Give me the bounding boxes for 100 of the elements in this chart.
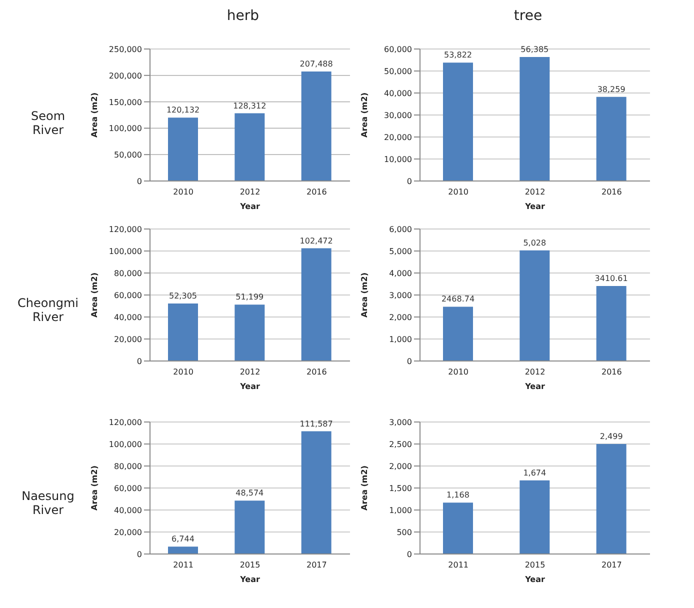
- y-tick-label: 100,000: [108, 247, 142, 256]
- y-tick-label: 40,000: [114, 313, 142, 322]
- y-tick-label: 20,000: [114, 335, 142, 344]
- y-tick-label: 2,500: [389, 440, 412, 449]
- bar: [234, 304, 265, 361]
- x-tick-label: 2011: [173, 560, 194, 570]
- x-tick-label: 2012: [240, 188, 260, 197]
- y-tick-label: 500: [396, 528, 412, 537]
- data-label: 53,822: [444, 50, 472, 60]
- data-label: 1,168: [446, 490, 470, 500]
- x-tick-label: 2016: [601, 368, 622, 377]
- data-label: 1,674: [523, 468, 546, 478]
- bar: [520, 480, 550, 554]
- y-tick-label: 60,000: [384, 45, 412, 54]
- y-tick-label: 200,000: [108, 71, 142, 80]
- x-tick-label: 2012: [240, 368, 260, 377]
- y-tick-label: 40,000: [114, 506, 142, 515]
- data-label: 3410.61: [594, 274, 628, 283]
- x-tick-label: 2017: [306, 560, 327, 570]
- text: Naesung River: [20, 488, 76, 516]
- x-tick-label: 2017: [601, 560, 622, 570]
- chart-title: herb: [226, 8, 260, 26]
- x-axis-title: Year: [239, 382, 260, 391]
- x-tick-label: 2010: [448, 368, 469, 377]
- y-tick-label: 120,000: [108, 418, 142, 427]
- y-tick-label: 50,000: [384, 67, 412, 76]
- data-label: 102,472: [300, 236, 333, 246]
- y-tick-label: 80,000: [114, 269, 142, 278]
- y-tick-label: 0: [406, 177, 412, 186]
- y-tick-label: 120,000: [108, 225, 142, 234]
- bar: [301, 248, 332, 361]
- data-label: 6,744: [172, 534, 194, 544]
- text: Seom River: [30, 109, 66, 137]
- y-tick-label: 10,000: [384, 155, 412, 164]
- x-tick-label: 2015: [524, 560, 546, 570]
- y-tick-label: 3,000: [389, 291, 412, 300]
- x-tick-label: 2015: [240, 560, 260, 570]
- data-label: 5,028: [523, 238, 546, 248]
- y-axis-title: Area (m2): [90, 272, 99, 318]
- bar: [443, 306, 473, 361]
- y-tick-label: 1,000: [389, 506, 412, 515]
- data-label: 38,259: [597, 84, 626, 94]
- y-tick-label: 0: [136, 550, 142, 559]
- data-label: 52,305: [169, 291, 197, 300]
- y-tick-label: 50,000: [114, 150, 142, 160]
- y-tick-label: 60,000: [114, 291, 142, 300]
- text: Cheongmi River: [17, 296, 79, 324]
- y-tick-label: 30,000: [384, 111, 412, 120]
- y-tick-label: 6,000: [389, 225, 412, 234]
- x-axis-title: Year: [239, 575, 260, 584]
- y-tick-label: 40,000: [384, 89, 412, 98]
- y-axis-title: Area (m2): [90, 92, 99, 138]
- bar: [520, 56, 550, 181]
- y-tick-label: 20,000: [384, 133, 412, 142]
- x-axis-title: Year: [524, 382, 545, 391]
- x-tick-label: 2012: [524, 368, 546, 377]
- bar: [168, 303, 198, 361]
- x-axis-title: Year: [524, 575, 545, 584]
- x-tick-label: 2012: [524, 188, 546, 197]
- bar: [234, 113, 265, 181]
- y-tick-label: 1,500: [389, 484, 412, 493]
- y-tick-label: 20,000: [114, 528, 142, 537]
- x-tick-label: 2016: [306, 188, 327, 197]
- data-label: 2,499: [600, 432, 623, 442]
- y-tick-label: 0: [136, 177, 142, 186]
- y-axis-title: Area (m2): [360, 92, 369, 138]
- y-tick-label: 80,000: [114, 462, 142, 471]
- bar: [301, 431, 332, 554]
- bar: [168, 118, 198, 181]
- bar: [596, 286, 626, 361]
- data-label: 128,312: [233, 101, 266, 110]
- data-label: 120,132: [166, 106, 200, 115]
- x-tick-label: 2016: [306, 368, 327, 377]
- bar: [596, 444, 626, 554]
- y-tick-label: 100,000: [108, 124, 142, 134]
- data-label: 48,574: [236, 488, 264, 498]
- data-label: 2468.74: [441, 294, 475, 304]
- data-label: 56,385: [520, 44, 549, 54]
- y-tick-label: 1,000: [389, 335, 412, 344]
- y-tick-label: 5,000: [389, 247, 412, 256]
- y-tick-label: 250,000: [108, 45, 142, 54]
- bar: [443, 62, 473, 181]
- bar: [234, 500, 265, 554]
- y-tick-label: 60,000: [114, 484, 142, 493]
- data-label: 207,488: [300, 59, 333, 68]
- bar: [168, 546, 198, 554]
- bar: [301, 71, 332, 181]
- data-label: 111,587: [300, 419, 333, 428]
- y-tick-label: 0: [406, 550, 412, 559]
- x-tick-label: 2011: [448, 560, 469, 570]
- y-tick-label: 100,000: [108, 440, 142, 449]
- bar: [596, 96, 626, 181]
- y-tick-label: 3,000: [389, 418, 412, 427]
- y-axis-title: Area (m2): [360, 272, 369, 318]
- x-tick-label: 2010: [448, 188, 469, 197]
- y-tick-label: 0: [406, 357, 412, 366]
- data-label: 51,199: [236, 292, 264, 302]
- y-tick-label: 2,000: [389, 462, 412, 471]
- y-tick-label: 150,000: [108, 98, 142, 107]
- x-tick-label: 2010: [173, 188, 194, 197]
